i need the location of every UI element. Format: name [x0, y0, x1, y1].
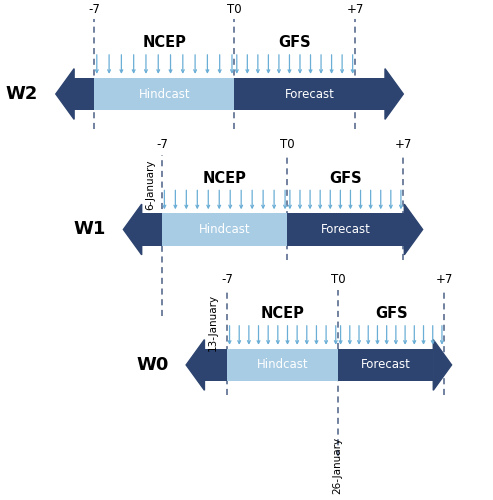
Text: -7: -7 [88, 2, 101, 16]
Text: W1: W1 [73, 220, 106, 238]
Text: 6-January: 6-January [145, 160, 155, 210]
Bar [94, 78, 234, 110]
Text: +7: +7 [436, 274, 453, 286]
Bar [227, 348, 338, 382]
Polygon shape [123, 204, 141, 255]
Text: NCEP: NCEP [261, 306, 305, 321]
Text: W2: W2 [6, 85, 38, 103]
Text: Forecast: Forecast [285, 88, 335, 101]
Polygon shape [385, 68, 403, 120]
Text: Hindcast: Hindcast [139, 88, 190, 101]
Text: +7: +7 [347, 2, 364, 16]
Bar [74, 78, 385, 110]
Text: W0: W0 [136, 356, 169, 374]
Text: -7: -7 [156, 138, 168, 151]
Text: Forecast: Forecast [361, 358, 411, 372]
Text: T0: T0 [280, 138, 295, 151]
Text: +7: +7 [394, 138, 412, 151]
Text: GFS: GFS [279, 35, 311, 50]
Text: Hindcast: Hindcast [257, 358, 309, 372]
Polygon shape [404, 204, 423, 255]
Text: NCEP: NCEP [142, 35, 186, 50]
Text: -7: -7 [221, 274, 233, 286]
Polygon shape [186, 340, 205, 390]
Text: 13-January: 13-January [208, 294, 217, 352]
Text: T0: T0 [331, 274, 346, 286]
Polygon shape [56, 68, 74, 120]
Text: T0: T0 [227, 2, 242, 16]
Bar [162, 213, 287, 246]
Bar [141, 213, 404, 246]
Text: 26-January: 26-January [332, 437, 342, 494]
Text: GFS: GFS [329, 170, 362, 186]
Text: GFS: GFS [375, 306, 408, 321]
Text: Hindcast: Hindcast [199, 223, 250, 236]
Polygon shape [433, 340, 452, 390]
Text: NCEP: NCEP [203, 170, 246, 186]
Text: Forecast: Forecast [321, 223, 371, 236]
Bar [205, 348, 433, 382]
